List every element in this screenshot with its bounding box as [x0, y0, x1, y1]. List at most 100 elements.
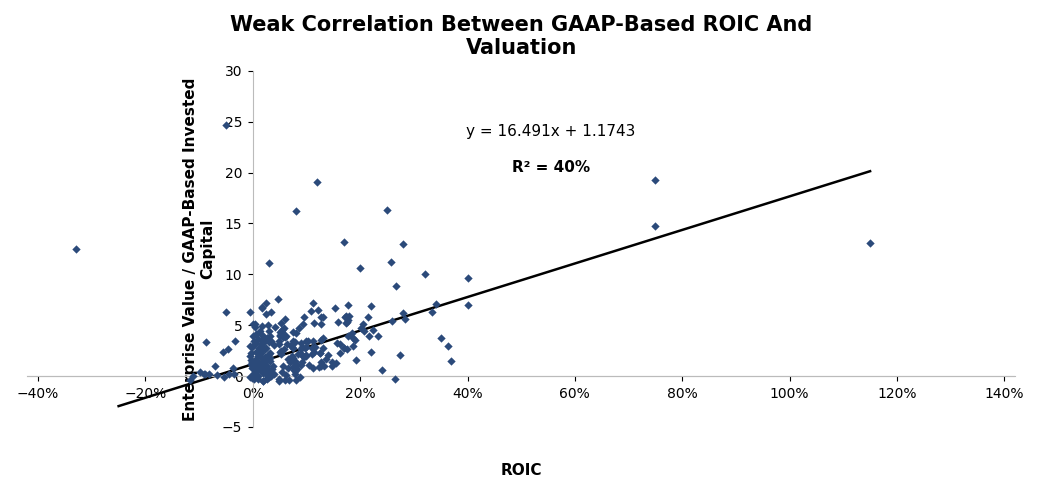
Point: [243, 308, 259, 316]
Point: [253, 368, 270, 375]
Point: [258, 344, 275, 352]
Point: [250, 366, 266, 373]
Point: [287, 207, 304, 215]
Point: [277, 333, 294, 341]
Point: [246, 369, 262, 377]
Point: [271, 375, 287, 383]
Point: [247, 323, 263, 331]
Point: [310, 363, 327, 371]
Point: [256, 338, 273, 346]
Text: y = 16.491x + 1.1743: y = 16.491x + 1.1743: [466, 124, 635, 139]
Point: [260, 373, 277, 381]
Point: [255, 364, 272, 372]
Point: [254, 359, 271, 367]
Point: [243, 349, 259, 357]
Point: [315, 314, 332, 321]
Point: [261, 357, 278, 365]
Point: [648, 221, 664, 229]
Point: [245, 362, 261, 369]
Point: [265, 370, 282, 378]
Point: [318, 355, 334, 363]
Point: [256, 333, 273, 341]
Point: [244, 364, 260, 372]
X-axis label: ROIC: ROIC: [501, 463, 542, 478]
Point: [254, 322, 271, 330]
Point: [255, 377, 272, 385]
Point: [384, 317, 401, 325]
Point: [272, 328, 288, 336]
Point: [271, 341, 287, 348]
Point: [206, 362, 223, 370]
Point: [294, 351, 310, 359]
Point: [355, 320, 372, 328]
Point: [273, 319, 289, 327]
Point: [257, 299, 274, 307]
Point: [270, 295, 286, 303]
Point: [298, 337, 314, 345]
Point: [280, 364, 297, 372]
Point: [296, 353, 312, 361]
Point: [348, 356, 364, 364]
Point: [337, 319, 354, 327]
Point: [244, 343, 260, 351]
Point: [397, 316, 413, 323]
Point: [246, 337, 262, 345]
Point: [311, 349, 328, 357]
Point: [274, 368, 290, 375]
Point: [324, 358, 340, 366]
Point: [388, 282, 405, 290]
Point: [379, 206, 396, 214]
Point: [327, 304, 344, 312]
Point: [255, 369, 272, 377]
Point: [278, 371, 295, 379]
Point: [253, 330, 270, 338]
Point: [314, 344, 331, 352]
Point: [251, 327, 268, 335]
Point: [338, 345, 355, 353]
Point: [324, 362, 340, 370]
Point: [245, 332, 261, 340]
Point: [362, 348, 379, 356]
Point: [279, 341, 296, 348]
Point: [283, 341, 300, 349]
Point: [310, 306, 327, 314]
Point: [285, 344, 302, 352]
Point: [259, 356, 276, 364]
Point: [243, 373, 259, 381]
Point: [862, 239, 879, 247]
Point: [253, 361, 270, 368]
Point: [284, 354, 301, 362]
Point: [248, 339, 264, 347]
Text: R² = 40%: R² = 40%: [512, 160, 590, 174]
Point: [246, 365, 262, 373]
Point: [428, 300, 445, 308]
Point: [306, 319, 323, 327]
Point: [330, 318, 347, 326]
Point: [261, 327, 278, 335]
Point: [250, 375, 266, 383]
Point: [286, 366, 303, 373]
Point: [290, 324, 307, 332]
Point: [439, 342, 456, 350]
Point: [311, 349, 328, 357]
Point: [383, 258, 400, 266]
Point: [262, 372, 279, 380]
Point: [248, 356, 264, 364]
Point: [280, 355, 297, 363]
Point: [263, 365, 280, 373]
Point: [305, 337, 322, 344]
Point: [244, 372, 260, 380]
Point: [285, 337, 302, 344]
Point: [218, 308, 234, 316]
Point: [273, 348, 289, 356]
Point: [259, 354, 276, 362]
Point: [360, 313, 377, 321]
Point: [254, 354, 271, 362]
Point: [296, 313, 312, 321]
Point: [313, 313, 330, 321]
Point: [259, 368, 276, 376]
Point: [424, 308, 440, 316]
Point: [273, 346, 289, 354]
Point: [336, 313, 353, 320]
Point: [256, 356, 273, 364]
